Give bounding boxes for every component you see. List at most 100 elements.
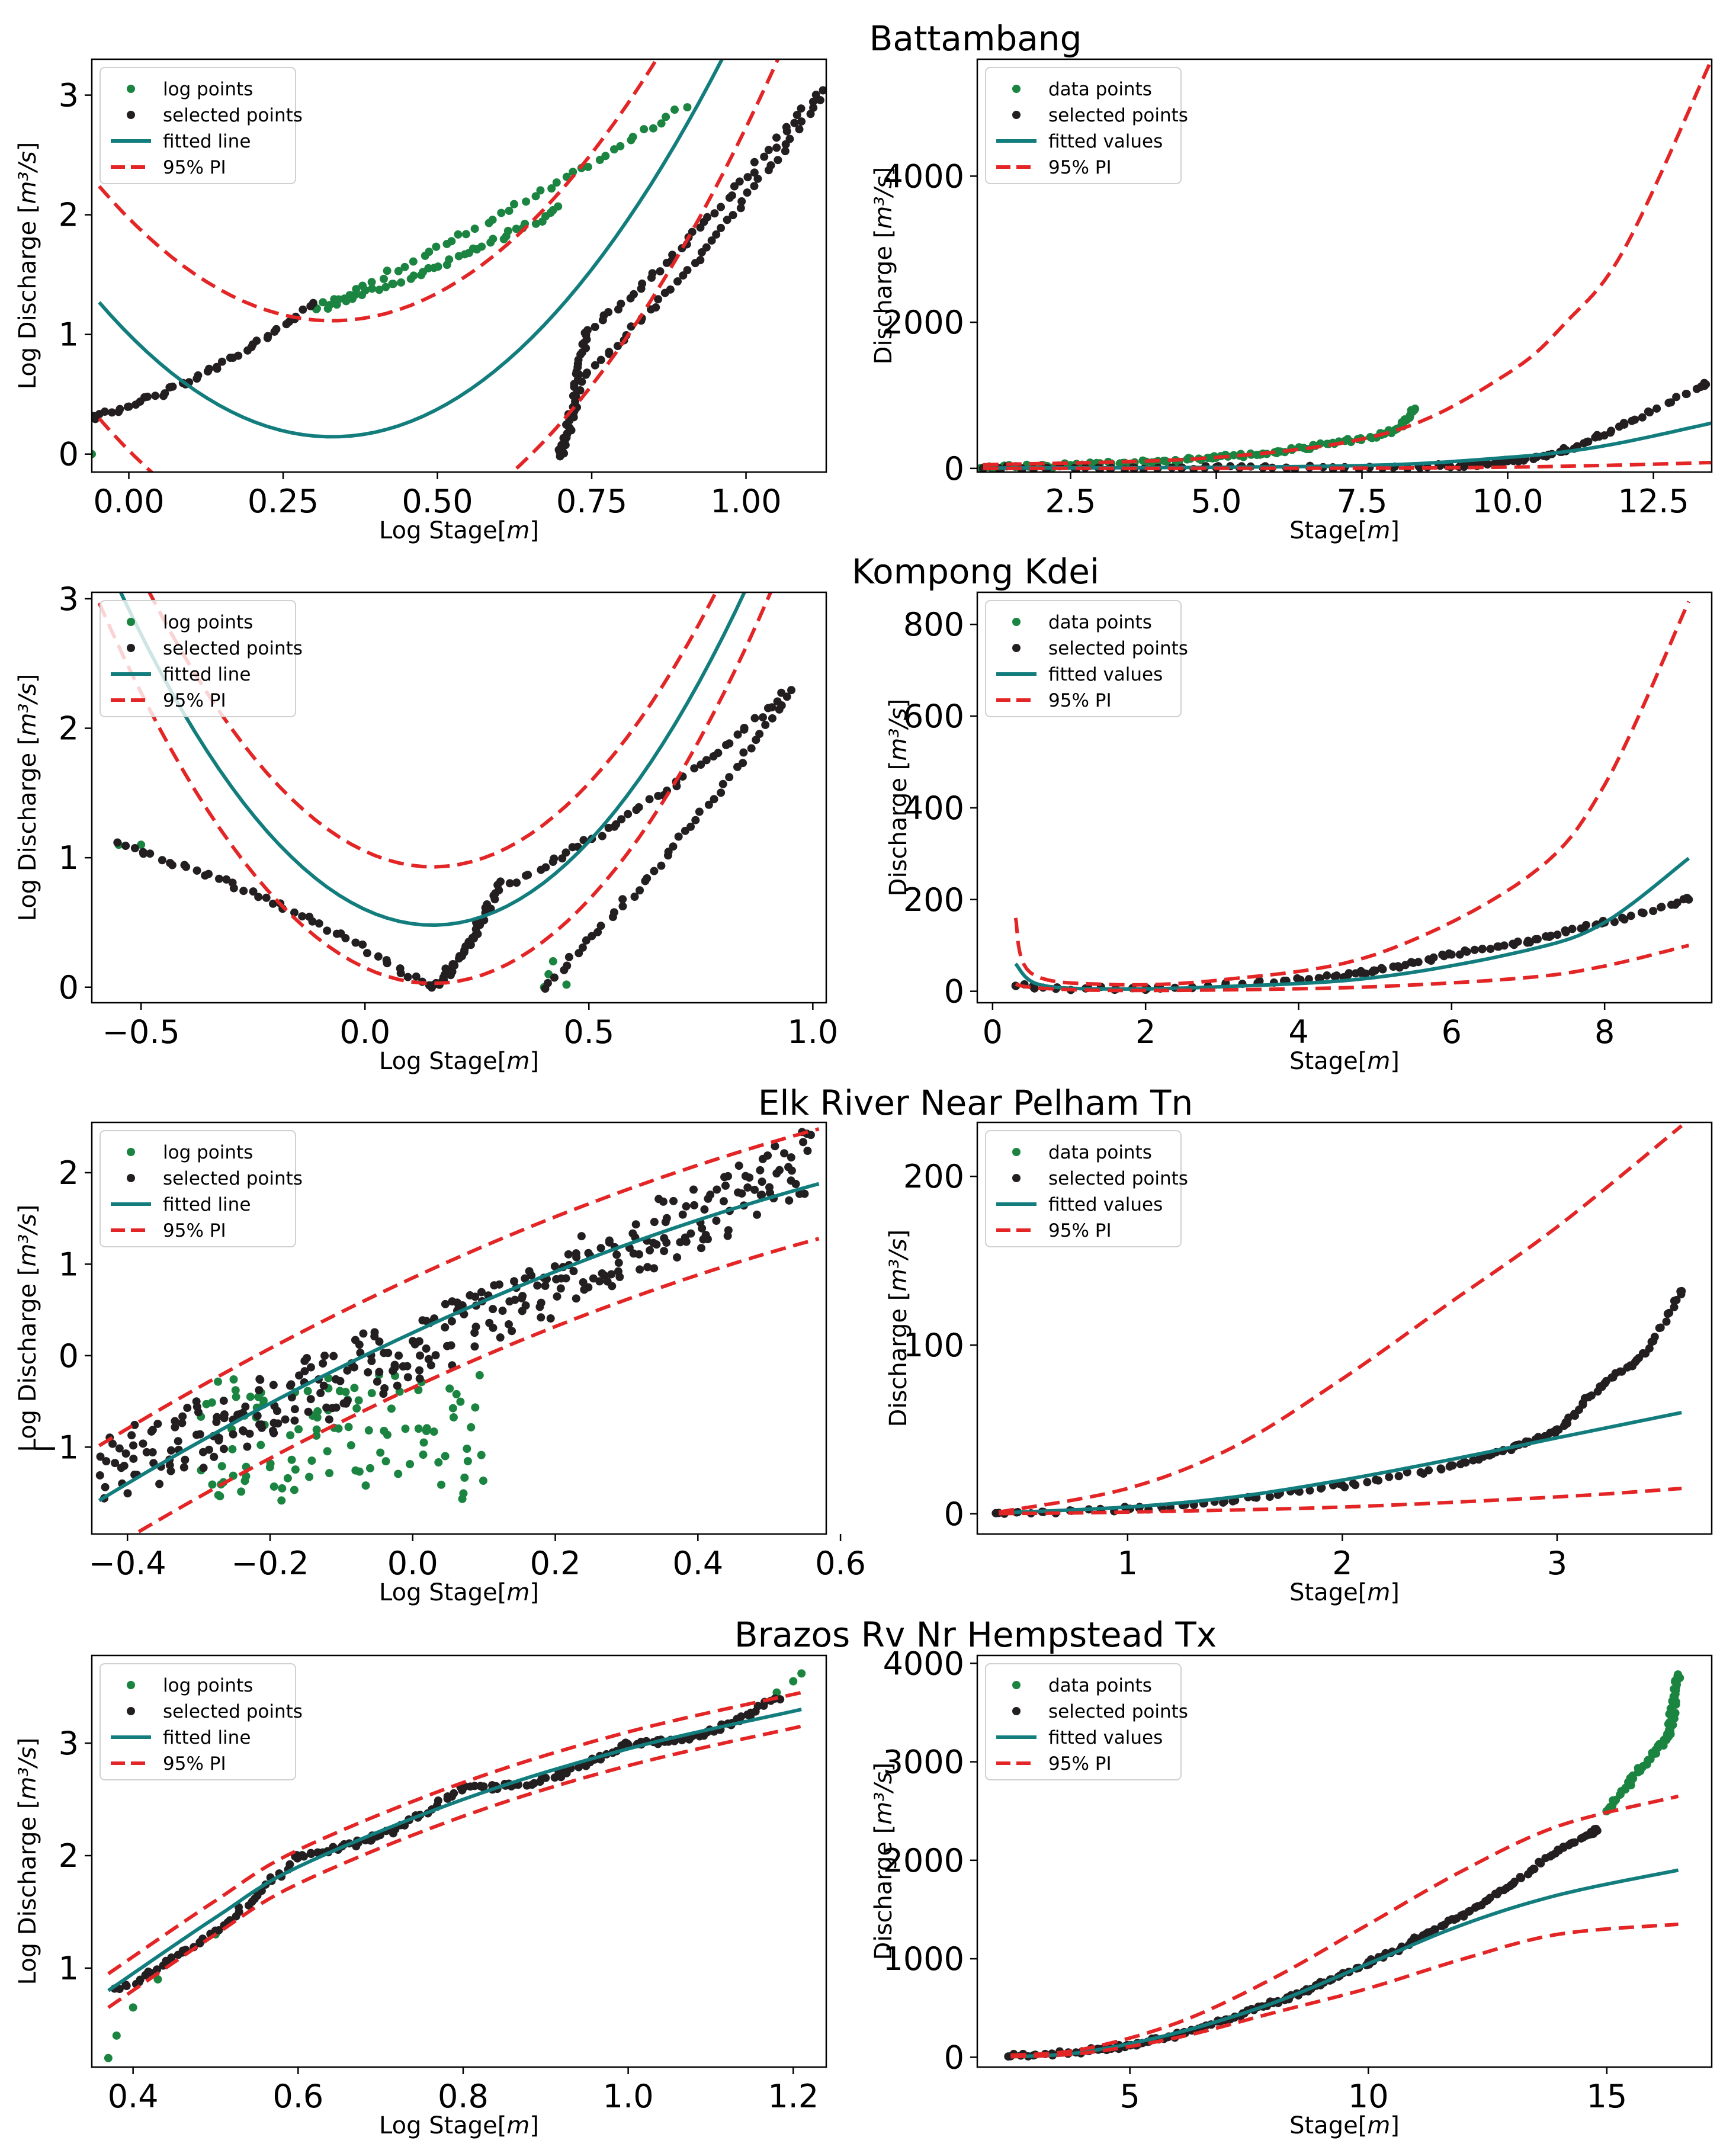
log-points-point (389, 280, 397, 288)
y-tick-label: 2 (59, 1837, 79, 1875)
log-points-point (552, 178, 561, 187)
y-tick-label: 200 (903, 881, 964, 919)
y-axis-label: Log Discharge [m³/s] (14, 1738, 41, 1985)
legend-label: selected points (1048, 1701, 1188, 1722)
selected-points-point (800, 1189, 809, 1198)
selected-points-point (631, 1220, 640, 1229)
legend-label: fitted line (163, 664, 251, 685)
legend-label: fitted values (1048, 1194, 1163, 1215)
log-points-point (505, 206, 514, 215)
selected-points-point (582, 936, 591, 945)
log-points-point (547, 184, 556, 193)
log-points-point (400, 262, 409, 271)
selected-points-point (1593, 431, 1602, 439)
selected-points-point (268, 1426, 277, 1435)
panel-1: 0.00 0.25 0.50 0.75 1.00 0 1 2 3 Log Stage[m] Log … (14, 58, 827, 544)
selected-points-point (375, 1368, 384, 1376)
selected-points-point (139, 1439, 147, 1448)
y-tick-label: 3 (59, 77, 79, 114)
selected-points-point (1332, 971, 1341, 980)
log-points-point (358, 281, 367, 290)
selected-points-point (139, 849, 148, 858)
selected-points-point (1530, 1865, 1539, 1873)
selected-points-point (1663, 1310, 1672, 1318)
axes-frame (976, 1121, 1713, 1535)
selected-points-point (771, 1142, 779, 1151)
legend-marker (1012, 1707, 1021, 1715)
log-points-point (609, 145, 618, 154)
selected-points-point (741, 1172, 750, 1180)
selected-points-point (618, 895, 627, 904)
selected-points-point (1620, 915, 1629, 924)
selected-points-point (753, 174, 762, 183)
selected-points-point (219, 1445, 228, 1453)
log-points-point (383, 267, 392, 275)
selected-points-point (299, 1852, 308, 1861)
y-axis-label: Log Discharge [m³/s] (14, 142, 41, 390)
selected-points-point (498, 1307, 507, 1315)
selected-points-point (316, 1389, 325, 1398)
95-pi-upper-line (998, 1124, 1683, 1514)
selected-points-point (1561, 926, 1570, 935)
selected-points-point (323, 926, 332, 935)
log-points-point (325, 1469, 334, 1478)
selected-points-point (1361, 969, 1370, 978)
selected-points-point (512, 878, 521, 887)
x-tick-label: 10 (1348, 2078, 1389, 2115)
legend-label: selected points (163, 1168, 303, 1189)
y-tick-label: 0 (944, 973, 964, 1010)
selected-points-point (1553, 930, 1562, 939)
selected-points-point (309, 299, 317, 307)
selected-points-point (713, 1185, 721, 1194)
selected-points-point (643, 1263, 652, 1272)
selected-points-point (613, 342, 622, 351)
selected-points-point (319, 1359, 328, 1368)
selected-points-point (1407, 958, 1416, 967)
selected-points-point (718, 779, 727, 788)
selected-points-point (217, 357, 226, 366)
selected-points-point (593, 928, 602, 936)
x-tick-label: 1.2 (768, 2078, 819, 2115)
selected-points-point (204, 364, 213, 373)
selected-points-point (192, 866, 201, 875)
selected-points-point (591, 322, 599, 331)
y-tick-label: 3 (59, 1725, 79, 1762)
selected-points-point (696, 256, 705, 265)
selected-points-point (1030, 984, 1039, 993)
y-tick-label: 4000 (883, 158, 964, 195)
legend-marker (1012, 1174, 1021, 1182)
selected-points-point (720, 1173, 729, 1182)
log-points-point (345, 291, 354, 300)
selected-points-point (1671, 900, 1680, 909)
selected-points-point (143, 392, 152, 401)
selected-points-point (111, 1459, 120, 1468)
selected-points-point (1265, 1493, 1274, 1501)
selected-points-point (1471, 1903, 1480, 1912)
selected-points-point (272, 325, 281, 333)
log-points-point (228, 1445, 237, 1453)
selected-points-point (195, 1430, 204, 1439)
x-tick-label: 2.5 (1045, 483, 1096, 520)
selected-points-point (222, 875, 231, 884)
selected-points-point (300, 1367, 309, 1376)
fitted-values-line (1010, 1868, 1679, 2059)
log-points-point (429, 1427, 438, 1436)
legend-label: 95% PI (1048, 157, 1112, 178)
axes-frame (976, 1654, 1713, 2068)
selected-points-point (253, 1411, 262, 1420)
selected-points-point (1650, 1333, 1659, 1342)
selected-points-point (403, 1373, 412, 1382)
log-points-point (232, 1392, 240, 1401)
selected-points-point (1616, 1367, 1625, 1376)
log-points-point (240, 1477, 249, 1485)
x-tick-label: 1.0 (787, 1013, 838, 1051)
selected-points-point (596, 355, 605, 364)
log-points-point (616, 142, 625, 150)
log-points-point (290, 1485, 299, 1494)
selected-points-point (578, 943, 587, 952)
y-tick-label: 4000 (883, 1645, 964, 1682)
selected-points-point (262, 893, 271, 902)
selected-points-point (750, 158, 759, 166)
x-tick-label: −0.4 (89, 1545, 166, 1582)
